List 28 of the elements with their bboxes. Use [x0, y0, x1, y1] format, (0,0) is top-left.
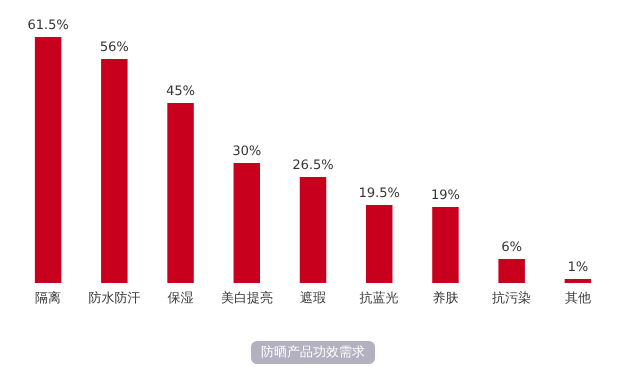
bar [300, 177, 326, 283]
x-tick-label: 美白提亮 [220, 290, 273, 306]
x-tick-label: 抗蓝光 [360, 291, 399, 306]
data-label: 26.5% [292, 158, 334, 173]
x-tick-label: 防水防汗 [88, 291, 140, 306]
data-label: 6% [501, 240, 522, 255]
data-label: 1% [568, 260, 588, 275]
data-label: 19.5% [358, 186, 400, 201]
bar [34, 37, 62, 283]
x-tick-label: 抗污染 [492, 291, 532, 306]
bar [432, 207, 459, 283]
bar [564, 279, 592, 283]
x-tick-label: 保湿 [168, 291, 194, 306]
bar [498, 259, 525, 283]
data-label: 61.5% [27, 18, 69, 33]
x-tick-label: 遮瑕 [300, 291, 326, 306]
data-label: 56% [100, 40, 129, 55]
bar [101, 59, 128, 283]
x-tick-label: 其他 [564, 291, 591, 306]
data-label: 19% [430, 188, 460, 203]
text: 防晒产品功效需求 [261, 345, 365, 360]
data-label: 30% [232, 144, 262, 159]
bar [366, 205, 392, 283]
x-tick-label: 养肤 [432, 290, 458, 306]
bar [167, 103, 194, 283]
bar [234, 163, 260, 283]
data-label: 45% [166, 84, 196, 99]
x-tick-label: 隔离 [35, 290, 62, 306]
